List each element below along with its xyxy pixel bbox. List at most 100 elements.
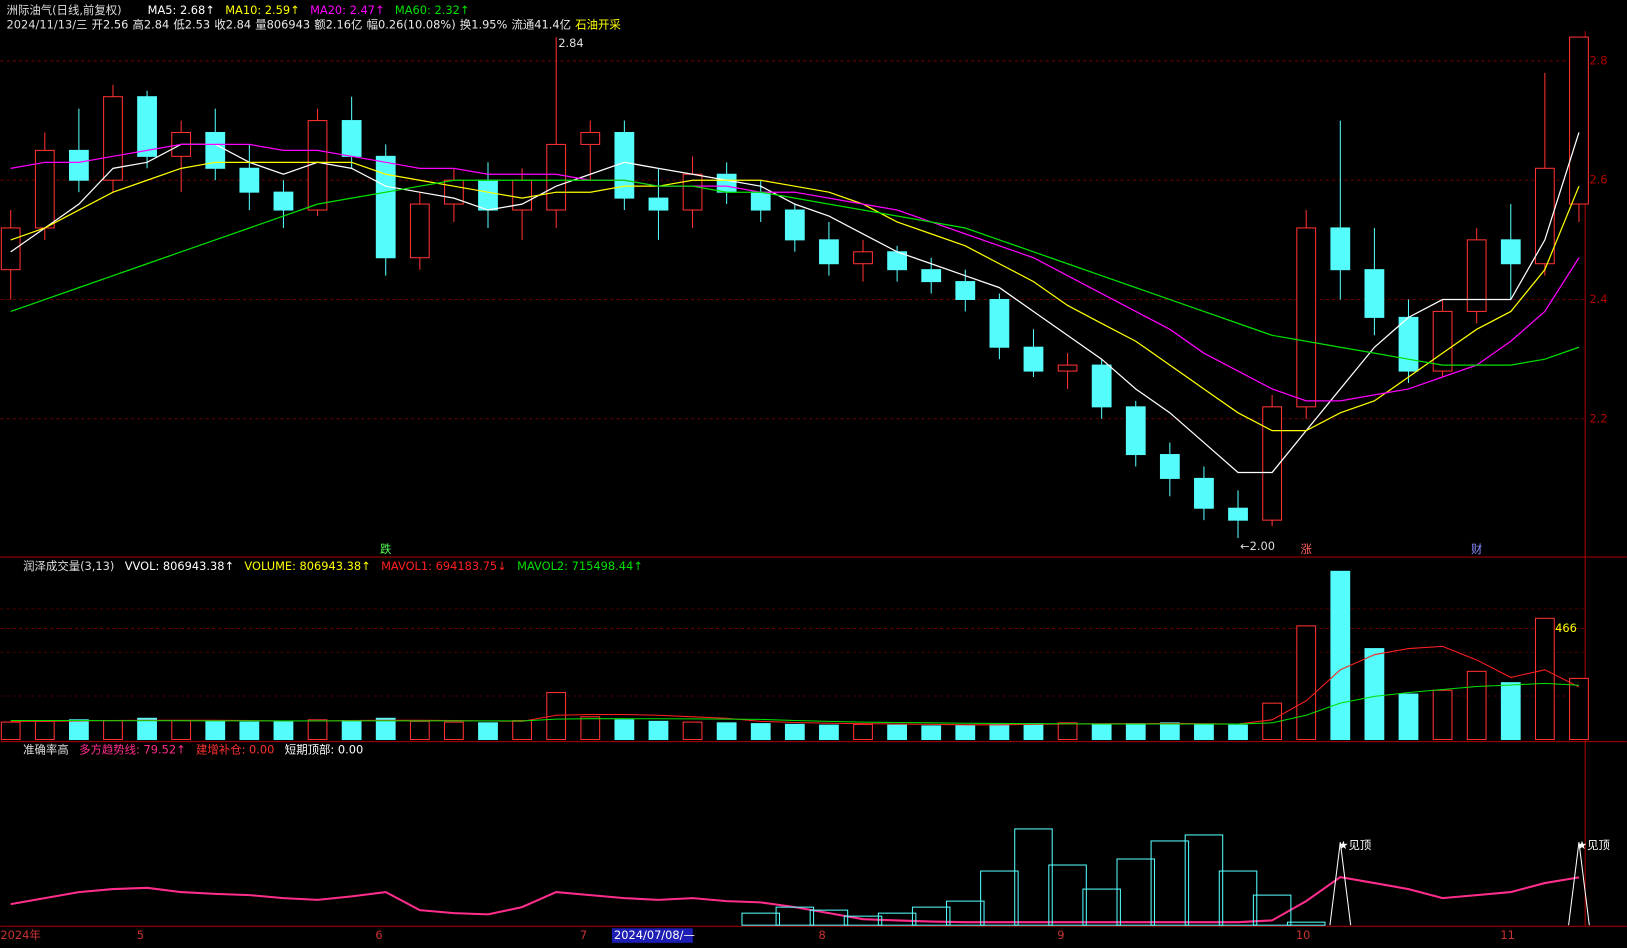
volume-bar xyxy=(989,723,1010,741)
legend-text: 石油开采 xyxy=(575,17,621,31)
y-tick-label: 2.6 xyxy=(1589,173,1607,187)
volume-bar xyxy=(1159,722,1180,741)
volume-bar xyxy=(648,720,669,741)
volume-bar xyxy=(921,725,942,741)
legend-text: 收2.84 xyxy=(214,17,251,31)
volume-bar xyxy=(375,717,396,741)
candle-body xyxy=(273,191,294,211)
volume-bar xyxy=(341,720,362,741)
legend-text: 流通41.4亿 xyxy=(512,17,572,31)
y-tick-label: 2.4 xyxy=(1589,292,1607,306)
ma-line xyxy=(10,179,1580,366)
x-tick-label: 8 xyxy=(819,928,826,942)
legend-text: 2024/11/13/三 xyxy=(7,17,88,31)
candle-body xyxy=(1194,477,1214,509)
volume-bar xyxy=(478,722,498,741)
y-tick-label: 2.8 xyxy=(1589,53,1607,67)
signal-bar xyxy=(809,909,849,926)
volume-bar xyxy=(34,720,55,741)
signal-bar xyxy=(1116,858,1156,926)
volume-bar xyxy=(239,721,260,741)
candle-body xyxy=(1125,406,1146,456)
candle-body xyxy=(819,239,839,265)
volume-bar xyxy=(1466,670,1487,741)
candle-body xyxy=(750,191,771,211)
volume-bar xyxy=(1296,625,1317,741)
volume-bar xyxy=(512,720,532,741)
candle-body xyxy=(478,179,498,211)
candle-body xyxy=(103,96,123,181)
volume-bar xyxy=(1569,677,1589,741)
candle-body xyxy=(1364,269,1385,318)
legend-text: 短期顶部: 0.00 xyxy=(285,742,363,756)
signal-spike xyxy=(1329,842,1352,926)
legend-text: 润泽成交量(3,13) xyxy=(23,559,114,573)
signal-bar xyxy=(843,915,883,926)
legend-text: 低2.53 xyxy=(173,17,210,31)
ma-line xyxy=(10,132,1580,474)
volume-bar xyxy=(955,724,976,741)
volume-bar xyxy=(1432,689,1453,741)
legend-text: MAVOL1: 694183.75↓ xyxy=(381,559,507,573)
volume-bar xyxy=(580,716,601,741)
volume-bar xyxy=(1125,723,1146,741)
volume-bar xyxy=(1057,722,1078,741)
legend-text: MAVOL2: 715498.44↑ xyxy=(517,559,643,573)
candle-body xyxy=(1262,406,1283,521)
legend-text: 量806943 xyxy=(255,17,310,31)
legend-text: MA10: 2.59↑ xyxy=(225,3,299,17)
signal-bar xyxy=(1218,870,1258,926)
signal-label: ★见顶 xyxy=(1338,838,1371,852)
volume-bar xyxy=(1194,723,1214,741)
candle-body xyxy=(580,131,601,145)
mavol-line xyxy=(10,682,1579,725)
legend-text: 额2.16亿 xyxy=(314,17,362,31)
volume-bar xyxy=(1091,723,1112,741)
candle-body xyxy=(921,269,942,283)
signal-bar xyxy=(1150,840,1190,926)
x-tick-label: 5 xyxy=(137,928,144,942)
legend-text: 换1.95% xyxy=(460,17,508,31)
signal-bar xyxy=(775,906,815,926)
candle-body xyxy=(1228,507,1248,521)
volume-bar xyxy=(716,722,737,741)
signal-bar xyxy=(877,912,917,926)
volume-bar xyxy=(819,724,839,741)
candle-body xyxy=(1398,316,1419,372)
legend-text: MA60: 2.32↑ xyxy=(395,3,469,17)
event-marker: 财 xyxy=(1471,542,1482,556)
volume-bar xyxy=(1364,648,1385,741)
candle-body xyxy=(853,251,873,265)
candle-body xyxy=(1091,364,1112,408)
candle-body xyxy=(0,227,21,271)
legend-text: 幅0.26(10.08%) xyxy=(367,17,456,31)
chart-title: 洲际油气(日线,前复权) xyxy=(7,3,122,17)
x-tick-label: 7 xyxy=(580,928,587,942)
signal-bar xyxy=(1252,894,1292,926)
legend-text: MA5: 2.68↑ xyxy=(148,3,215,17)
signal-bar xyxy=(741,912,781,926)
candle-body xyxy=(546,143,567,211)
signal-label: ★见顶 xyxy=(1577,838,1610,852)
volume-bar xyxy=(853,723,873,741)
candle-body xyxy=(375,155,396,259)
candle-body xyxy=(341,120,362,157)
candle-body xyxy=(239,167,260,193)
x-tick-label: 2024/07/08/— xyxy=(614,928,695,942)
signal-bar xyxy=(980,870,1019,926)
signal-spike xyxy=(1568,842,1590,926)
legend-text: 建增补仓: 0.00 xyxy=(196,742,274,756)
volume-bar xyxy=(682,721,703,741)
candle-body xyxy=(137,96,157,157)
volume-bar xyxy=(409,720,430,741)
candle-body xyxy=(1432,310,1453,372)
candle-body xyxy=(784,209,805,241)
volume-bar xyxy=(307,719,328,741)
candle-body xyxy=(1466,239,1487,312)
x-tick-label: 6 xyxy=(375,928,382,942)
volume-bar xyxy=(205,720,226,741)
volume-bar xyxy=(0,721,21,741)
volume-bar xyxy=(784,723,805,741)
